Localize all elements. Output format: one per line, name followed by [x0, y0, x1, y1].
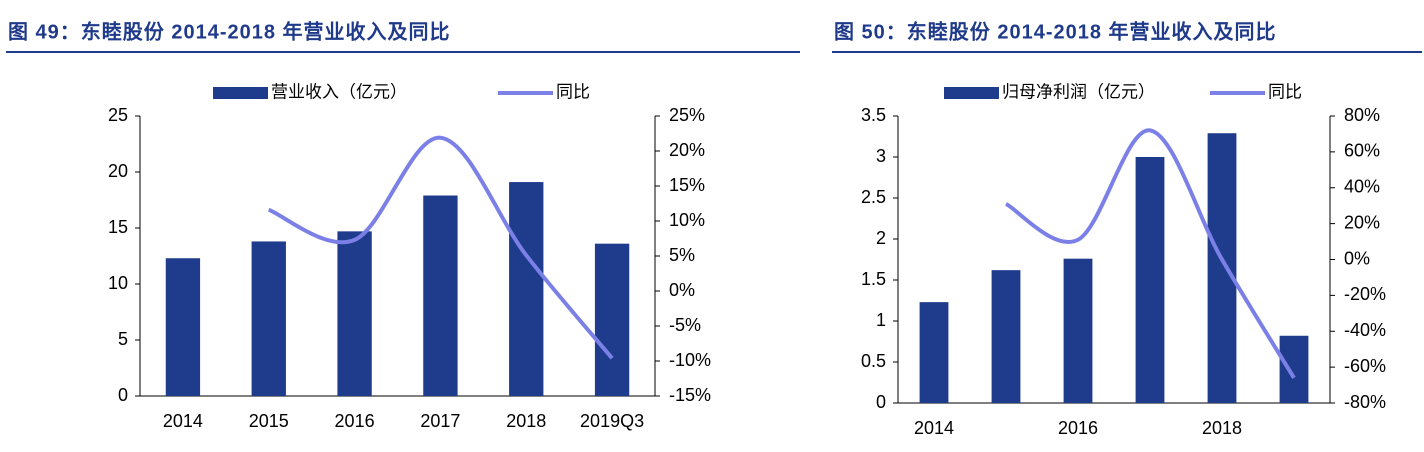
legend-label: 同比 [556, 82, 590, 101]
x-tick-label: 2016 [1058, 418, 1098, 438]
bar [919, 302, 949, 403]
y-tick-label: 5 [118, 329, 128, 349]
y2-tick-label: 20% [669, 140, 705, 160]
chart-title: 图 50：东睦股份 2014-2018 年营业收入及同比 [834, 19, 1277, 43]
y2-tick-label: -5% [669, 315, 701, 335]
bar [1279, 335, 1309, 403]
y2-tick-label: -20% [1344, 284, 1386, 304]
y2-tick-label: 80% [1344, 105, 1380, 125]
y-tick-label: 3.5 [861, 105, 886, 125]
x-tick-label: 2014 [163, 411, 203, 431]
legend-label: 同比 [1268, 82, 1302, 101]
y2-tick-label: -80% [1344, 392, 1386, 412]
x-tick-label: 2016 [335, 411, 375, 431]
x-tick-label: 2017 [420, 411, 460, 431]
y-tick-label: 2 [876, 228, 886, 248]
y2-tick-label: 60% [1344, 141, 1380, 161]
y2-tick-label: -60% [1344, 356, 1386, 376]
chart-title: 图 49：东睦股份 2014-2018 年营业收入及同比 [8, 19, 451, 43]
y2-tick-label: -40% [1344, 320, 1386, 340]
bar [165, 258, 201, 396]
y-tick-label: 1.5 [861, 269, 886, 289]
y2-tick-label: 10% [669, 210, 705, 230]
legend-label: 营业收入（亿元） [271, 82, 407, 101]
y2-tick-label: 40% [1344, 177, 1380, 197]
bar [251, 241, 286, 396]
x-tick-label: 2018 [1202, 418, 1242, 438]
y2-tick-label: 15% [669, 175, 705, 195]
line [267, 135, 614, 360]
x-tick-label: 2019Q3 [580, 411, 644, 431]
y2-tick-label: -10% [669, 350, 711, 370]
bar [594, 243, 630, 396]
legend-label: 归母净利润（亿元） [1002, 82, 1155, 101]
y2-tick-label: -15% [669, 385, 711, 405]
y-tick-label: 25 [108, 105, 128, 125]
y-tick-label: 20 [108, 161, 128, 181]
y-tick-label: 2.5 [861, 187, 886, 207]
bar [1207, 133, 1237, 403]
legend-swatch [213, 87, 268, 99]
y-tick-label: 0 [118, 385, 128, 405]
bar [337, 231, 372, 396]
y-tick-label: 10 [108, 273, 128, 293]
bar [1135, 157, 1165, 403]
bar [1063, 258, 1093, 403]
y-tick-label: 1 [876, 310, 886, 330]
bar [509, 182, 544, 396]
y2-tick-label: 0% [669, 280, 695, 300]
x-tick-label: 2014 [914, 418, 954, 438]
y-tick-label: 0.5 [861, 351, 886, 371]
y-tick-label: 0 [876, 392, 886, 412]
x-tick-label: 2018 [506, 411, 546, 431]
line [1004, 128, 1296, 379]
y2-tick-label: 5% [669, 245, 695, 265]
y2-tick-label: 25% [669, 105, 705, 125]
y2-tick-label: 0% [1344, 248, 1370, 268]
y-tick-label: 3 [876, 146, 886, 166]
bar [423, 195, 458, 396]
legend-swatch [944, 87, 999, 99]
y-tick-label: 15 [108, 217, 128, 237]
x-tick-label: 2015 [249, 411, 289, 431]
y2-tick-label: 20% [1344, 212, 1380, 232]
bar [991, 270, 1021, 403]
